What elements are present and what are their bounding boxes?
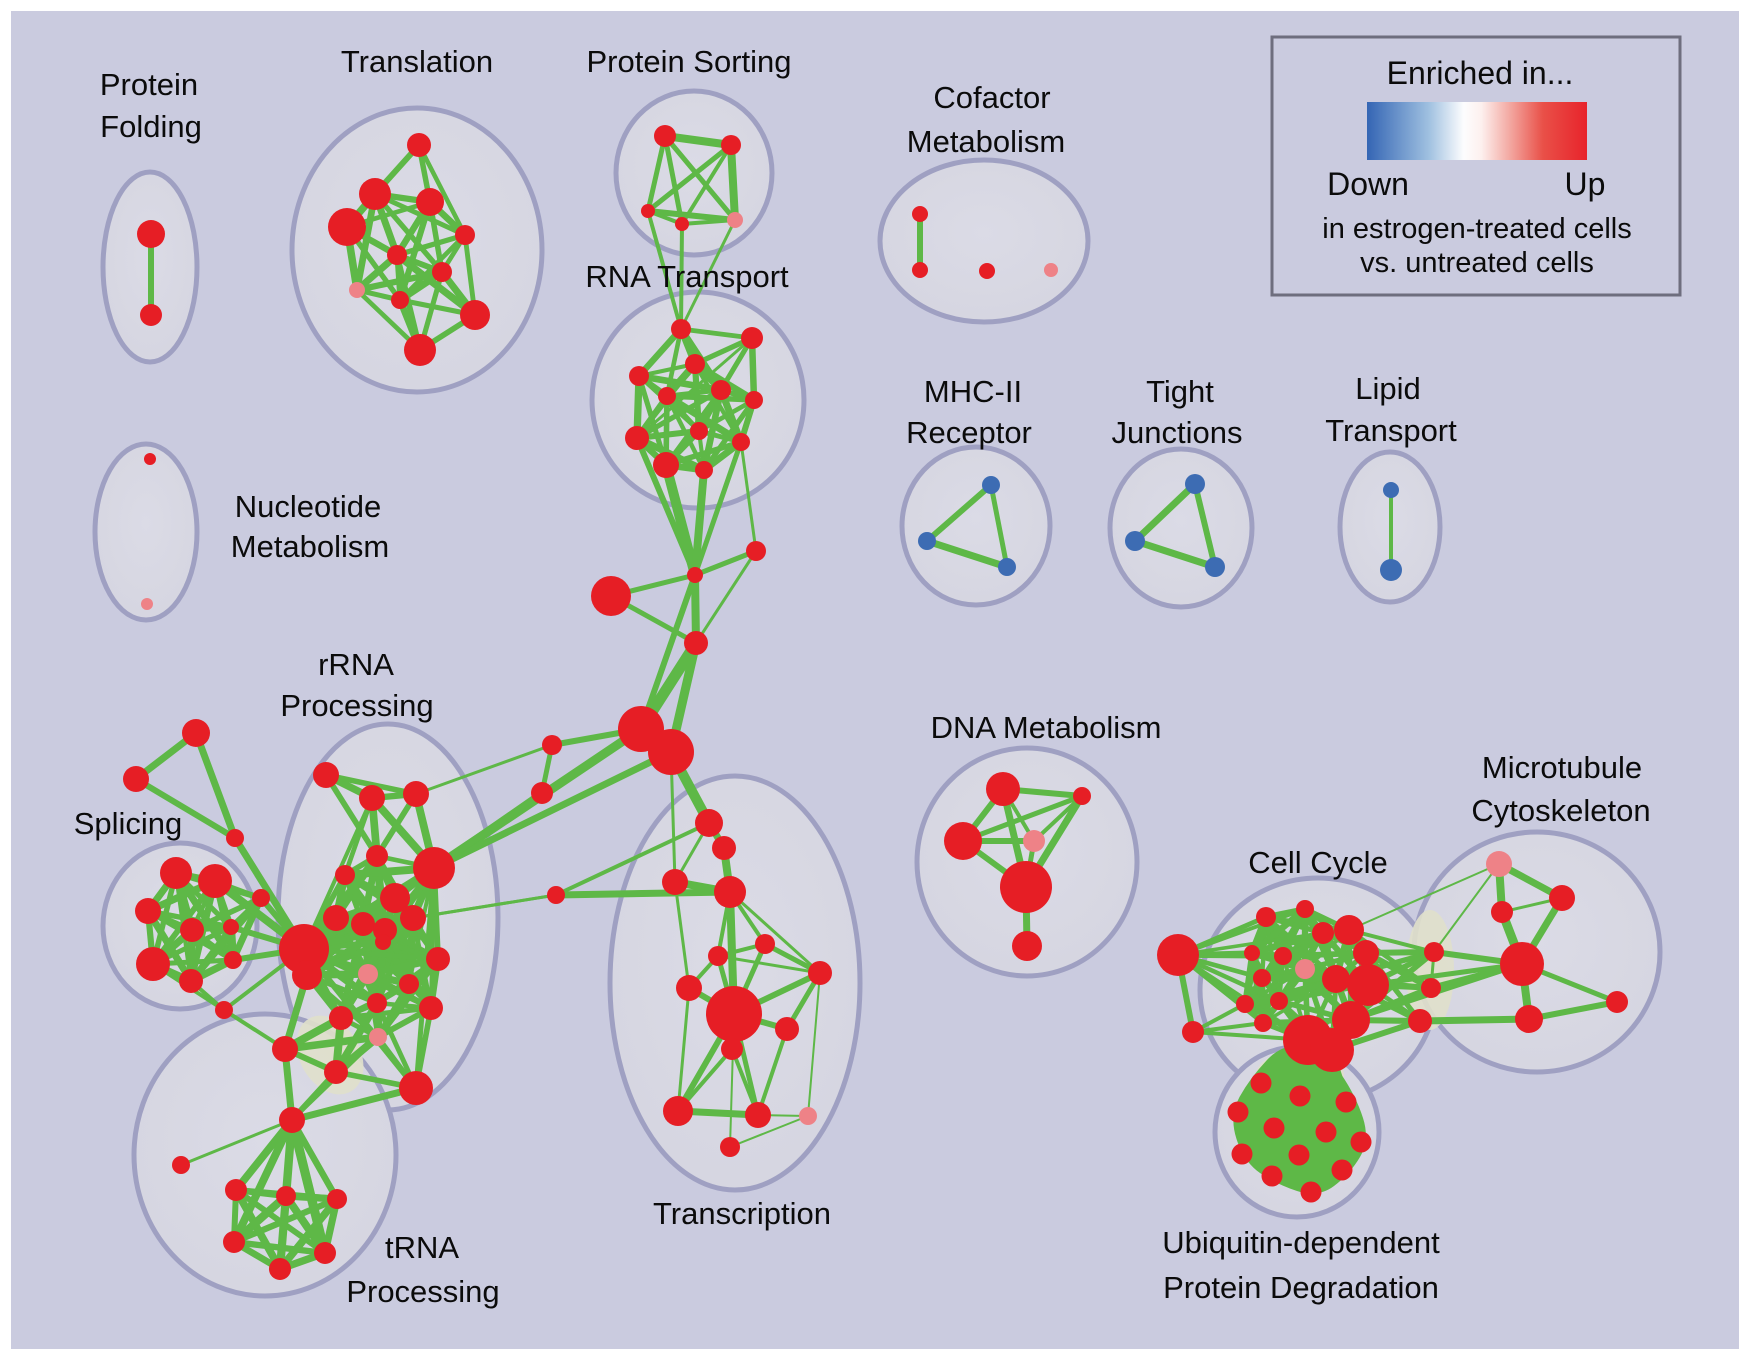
svg-text:Ubiquitin-dependent: Ubiquitin-dependent: [1162, 1225, 1440, 1260]
svg-text:Cytoskeleton: Cytoskeleton: [1471, 793, 1650, 828]
svg-text:rRNA: rRNA: [318, 647, 394, 682]
svg-text:tRNA: tRNA: [385, 1230, 459, 1265]
svg-text:Junctions: Junctions: [1112, 415, 1243, 450]
svg-text:Protein Degradation: Protein Degradation: [1163, 1270, 1439, 1305]
svg-text:Receptor: Receptor: [906, 415, 1032, 450]
svg-text:Enriched in...: Enriched in...: [1387, 55, 1574, 91]
svg-text:Protein Sorting: Protein Sorting: [586, 44, 791, 79]
svg-text:Transcription: Transcription: [653, 1196, 831, 1231]
svg-text:Nucleotide: Nucleotide: [235, 489, 381, 524]
svg-text:Metabolism: Metabolism: [907, 124, 1066, 159]
svg-text:Up: Up: [1565, 166, 1606, 202]
svg-text:Cell Cycle: Cell Cycle: [1248, 845, 1388, 880]
svg-text:Processing: Processing: [346, 1274, 499, 1309]
svg-text:Processing: Processing: [280, 688, 433, 723]
svg-text:Cofactor: Cofactor: [933, 80, 1050, 115]
svg-text:Lipid: Lipid: [1355, 371, 1421, 406]
svg-text:DNA Metabolism: DNA Metabolism: [931, 710, 1162, 745]
svg-text:Metabolism: Metabolism: [231, 529, 390, 564]
svg-text:Tight: Tight: [1146, 374, 1214, 409]
svg-text:Translation: Translation: [341, 44, 493, 79]
svg-text:Splicing: Splicing: [74, 806, 183, 841]
svg-text:Transport: Transport: [1325, 413, 1457, 448]
svg-text:Folding: Folding: [100, 109, 202, 144]
svg-text:in estrogen-treated cells: in estrogen-treated cells: [1322, 213, 1632, 245]
svg-text:MHC-II: MHC-II: [924, 374, 1022, 409]
svg-text:Protein: Protein: [100, 67, 198, 102]
svg-text:Microtubule: Microtubule: [1482, 750, 1642, 785]
svg-text:Down: Down: [1327, 166, 1409, 202]
svg-text:vs. untreated cells: vs. untreated cells: [1360, 247, 1594, 279]
svg-text:RNA Transport: RNA Transport: [585, 259, 789, 294]
